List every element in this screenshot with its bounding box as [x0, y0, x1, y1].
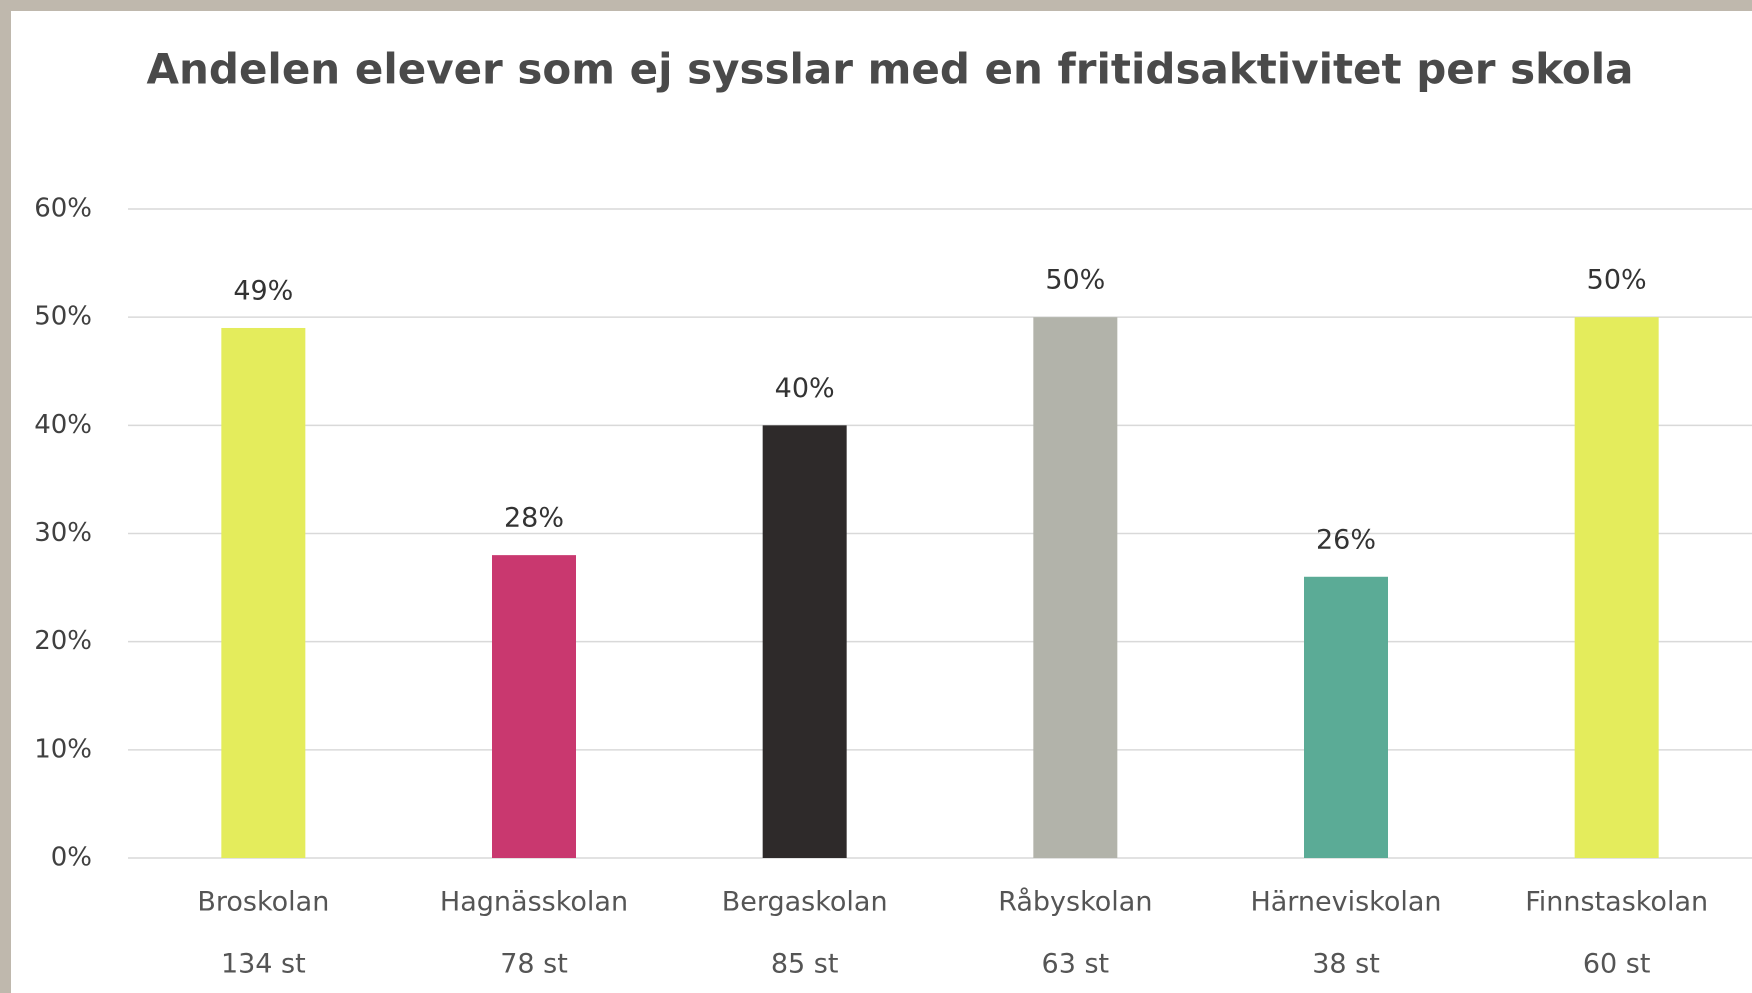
value-label: 40% [775, 373, 835, 404]
value-label: 50% [1045, 265, 1105, 296]
x-tick-label: Bergaskolan [722, 887, 888, 918]
y-tick-label: 0% [51, 843, 92, 873]
x-tick-label: Broskolan [197, 887, 329, 918]
value-label: 50% [1587, 265, 1647, 296]
value-label: 49% [233, 275, 293, 306]
x-tick-label: Härneviskolan [1250, 887, 1441, 918]
x-tick-sublabel: 78 st [500, 949, 568, 980]
bar [492, 555, 576, 858]
value-label: 26% [1316, 524, 1376, 555]
bar [1033, 317, 1118, 859]
x-tick-label: Hagnässkolan [440, 887, 628, 918]
x-tick-sublabel: 60 st [1583, 949, 1651, 980]
y-tick-label: 20% [34, 626, 92, 656]
x-tick-label: Råbyskolan [998, 887, 1152, 918]
y-tick-label: 10% [34, 734, 92, 764]
value-label: 28% [504, 503, 564, 534]
y-tick-label: 60% [34, 194, 92, 224]
bar [221, 327, 306, 858]
chart-title: Andelen elever som ej sysslar med en fri… [146, 45, 1633, 94]
x-tick-sublabel: 134 st [221, 949, 306, 980]
x-tick-label: Finnstaskolan [1525, 887, 1708, 918]
y-tick-label: 40% [34, 410, 92, 440]
y-tick-label: 30% [34, 518, 92, 548]
x-tick-sublabel: 85 st [771, 949, 839, 980]
bar [762, 425, 847, 858]
y-tick-label: 50% [34, 302, 92, 332]
x-tick-sublabel: 63 st [1042, 949, 1110, 980]
x-tick-sublabel: 38 st [1312, 949, 1380, 980]
bar [1574, 317, 1659, 859]
bar [1304, 576, 1388, 858]
